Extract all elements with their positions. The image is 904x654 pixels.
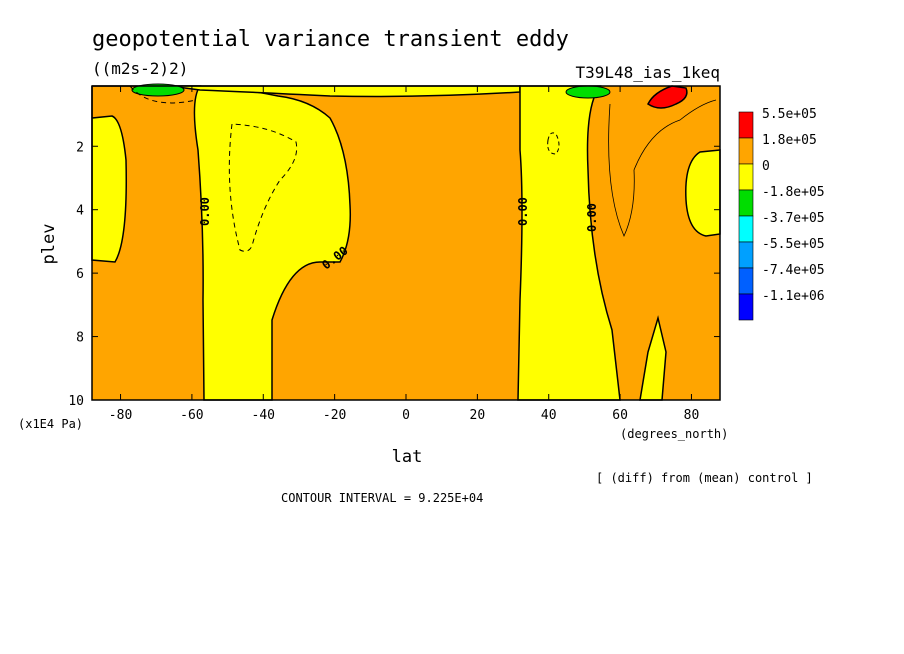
yellow-region-tropics-cap [169,85,521,98]
x-tick-label: -60 [180,408,203,423]
legend-swatch [738,189,754,217]
legend-swatch [738,137,754,165]
legend-label: -1.1e+06 [762,289,825,304]
yellow-region-southern-midlat [92,85,352,401]
x-tick-label: -80 [109,408,132,423]
chart-title: geopotential variance transient eddy [92,27,569,52]
yellow-region-north-edge [685,149,721,237]
y-tick-label: 8 [76,331,84,346]
legend-label: 0 [762,159,770,174]
contour-interval: CONTOUR INTERVAL = 9.225E+04 [281,491,483,505]
x-tick-label: 40 [541,408,557,423]
legend-label: 1.8e+05 [762,133,817,148]
negative-contour-top-south [129,85,197,104]
x-tick-label: 60 [612,408,628,423]
x-tick-label: 0 [402,408,410,423]
y-tick-label: 4 [76,204,84,219]
y-tick-label: 6 [76,267,84,282]
legend-swatch [738,163,754,191]
green-minimum-north [565,85,611,99]
negative-contour-southern [228,123,298,252]
legend-label: -5.5e+05 [762,237,825,252]
y-axis-units: (x1E4 Pa) [18,417,83,431]
yellow-region-northern-subtropics [517,85,621,401]
yellow-region-south-pole [91,86,127,263]
plot-background-positive [92,86,720,400]
x-tick-label: -40 [252,408,275,423]
chart-units: ((m2s-2)2) [92,59,188,78]
x-axis-units: (degrees_north) [620,427,728,441]
legend-swatch [738,215,754,243]
positive-contour-north [608,99,717,237]
contour-label-zero-4: 0.00 [585,203,599,232]
legend-label: -3.7e+05 [762,211,825,226]
legend-label: -7.4e+05 [762,263,825,278]
y-axis-ticks: 2 4 6 8 10 [68,140,720,409]
contour-label-zero-3: 0.00 [516,197,530,226]
legend-label: 5.5e+05 [762,107,817,122]
x-tick-label: -20 [323,408,346,423]
contour-plot-area: 0.00 0.00 0.00 0.00 [91,83,721,401]
x-axis-label: lat [392,447,423,467]
legend-label: -1.8e+05 [762,185,825,200]
y-tick-label: 2 [76,140,84,155]
x-tick-label: 80 [684,408,700,423]
legend-swatch [738,267,754,295]
y-tick-label: 10 [68,394,84,409]
run-id: T39L48_ias_1keq [576,63,721,82]
diff-note: [ (diff) from (mean) control ] [596,471,813,485]
negative-contour-north-small [547,132,560,155]
red-maximum-north [647,85,688,109]
legend-swatch [738,293,754,321]
y-axis-label: plev [39,224,59,265]
x-axis-ticks: -80 -60 -40 -20 0 20 40 60 80 [109,86,699,423]
color-legend: 5.5e+05 1.8e+05 0 -1.8e+05 -3.7e+05 -5.5e+05 -… [738,107,825,321]
x-tick-label: 20 [470,408,486,423]
contour-label-zero-1: 0.00 [198,197,212,226]
legend-swatch [738,111,754,139]
legend-swatch [738,241,754,269]
green-minimum-south [131,83,185,97]
